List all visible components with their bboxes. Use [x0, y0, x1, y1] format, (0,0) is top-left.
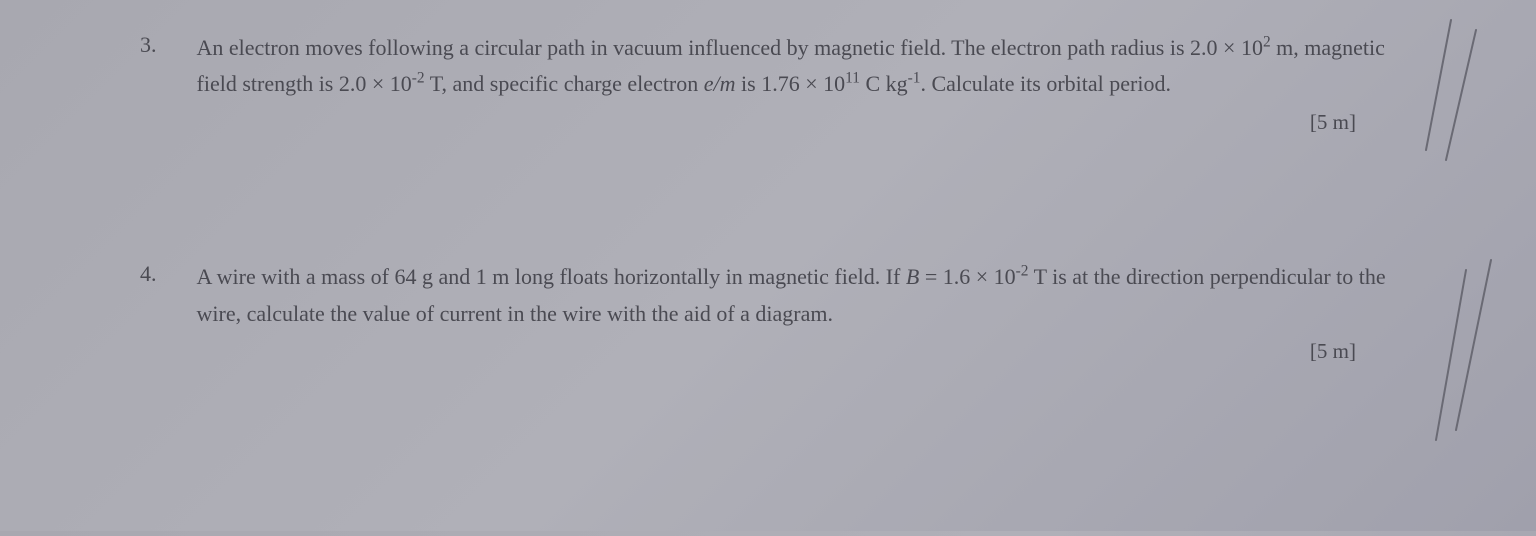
question-text: An electron moves following a circular p…	[197, 35, 1385, 96]
question-marks: [5 m]	[197, 105, 1397, 140]
question-4: 4. A wire with a mass of 64 g and 1 m lo…	[140, 259, 1396, 368]
question-number: 3.	[140, 30, 157, 139]
question-3: 3. An electron moves following a circula…	[140, 30, 1396, 139]
question-text: A wire with a mass of 64 g and 1 m long …	[197, 264, 1386, 325]
question-body: A wire with a mass of 64 g and 1 m long …	[197, 259, 1397, 368]
question-marks: [5 m]	[197, 334, 1397, 369]
exam-page: 3. An electron moves following a circula…	[0, 0, 1536, 428]
question-body: An electron moves following a circular p…	[197, 30, 1397, 139]
question-number: 4.	[140, 259, 157, 368]
